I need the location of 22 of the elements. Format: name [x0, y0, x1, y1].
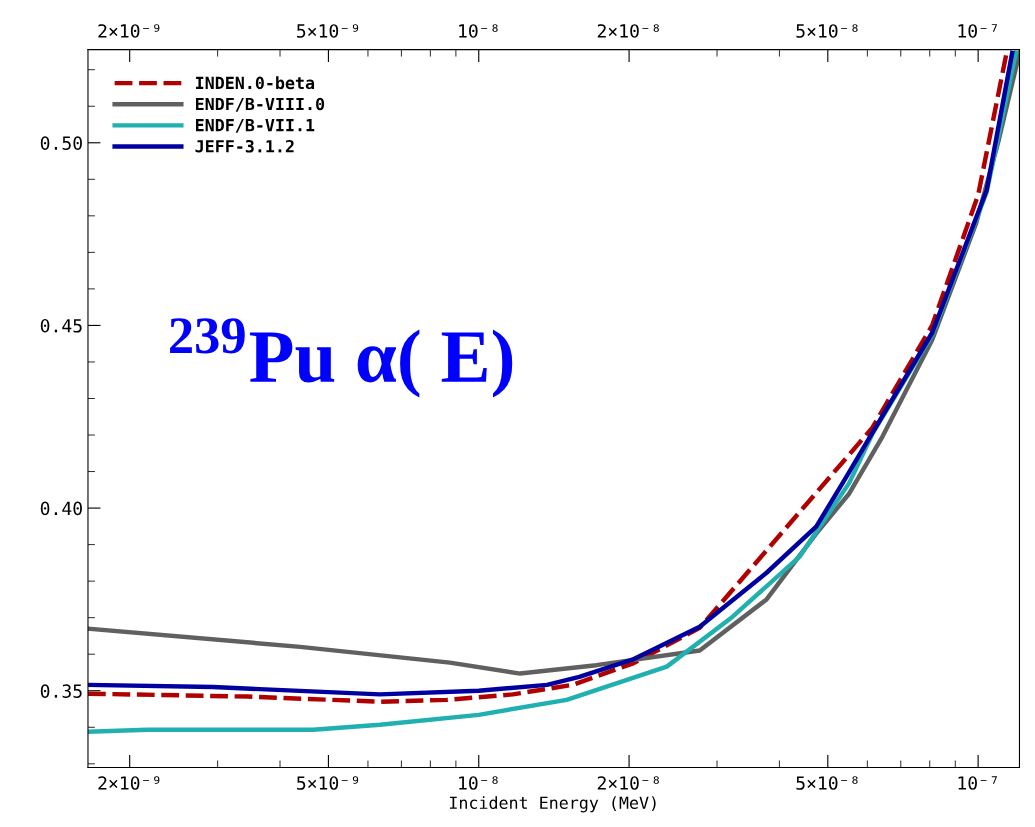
x-tick-label: 2×10⁻⁸: [597, 776, 659, 790]
legend-label: JEFF-3.1.2: [195, 139, 294, 153]
text: 10⁻⁸: [459, 24, 498, 38]
text: 5×10⁻⁹: [297, 24, 359, 38]
y-tick-label: 0.35: [40, 684, 82, 698]
legend-label: ENDF/B-VII.1: [196, 119, 315, 133]
y-tick-label: 0.40: [40, 501, 82, 516]
x-tick-label: 5×10⁻⁹: [297, 776, 359, 790]
text: 2×10⁻⁹: [98, 24, 160, 38]
y-tick-label: 0.45: [40, 318, 82, 333]
annotation: $^{239}$Pu α( E): [170, 318, 513, 398]
text: 2×10⁻⁸: [597, 24, 659, 38]
x-tick-label: 10⁻⁷: [958, 776, 997, 790]
x-axis-title: Incident Energy (MeV): [450, 796, 656, 813]
y-tick-label: 0.50: [40, 136, 82, 150]
x-tick-label: 2×10⁻⁹: [98, 776, 160, 790]
text: 5×10⁻⁸: [796, 24, 858, 38]
legend-label: INDEN.0-beta: [196, 76, 315, 90]
x-tick-label: 10⁻⁸: [459, 776, 498, 790]
x-tick-label: 5×10⁻⁸: [796, 776, 858, 790]
legend-label: ENDF/B-VIII.0: [196, 97, 325, 112]
text: 10⁻⁷: [958, 24, 997, 38]
